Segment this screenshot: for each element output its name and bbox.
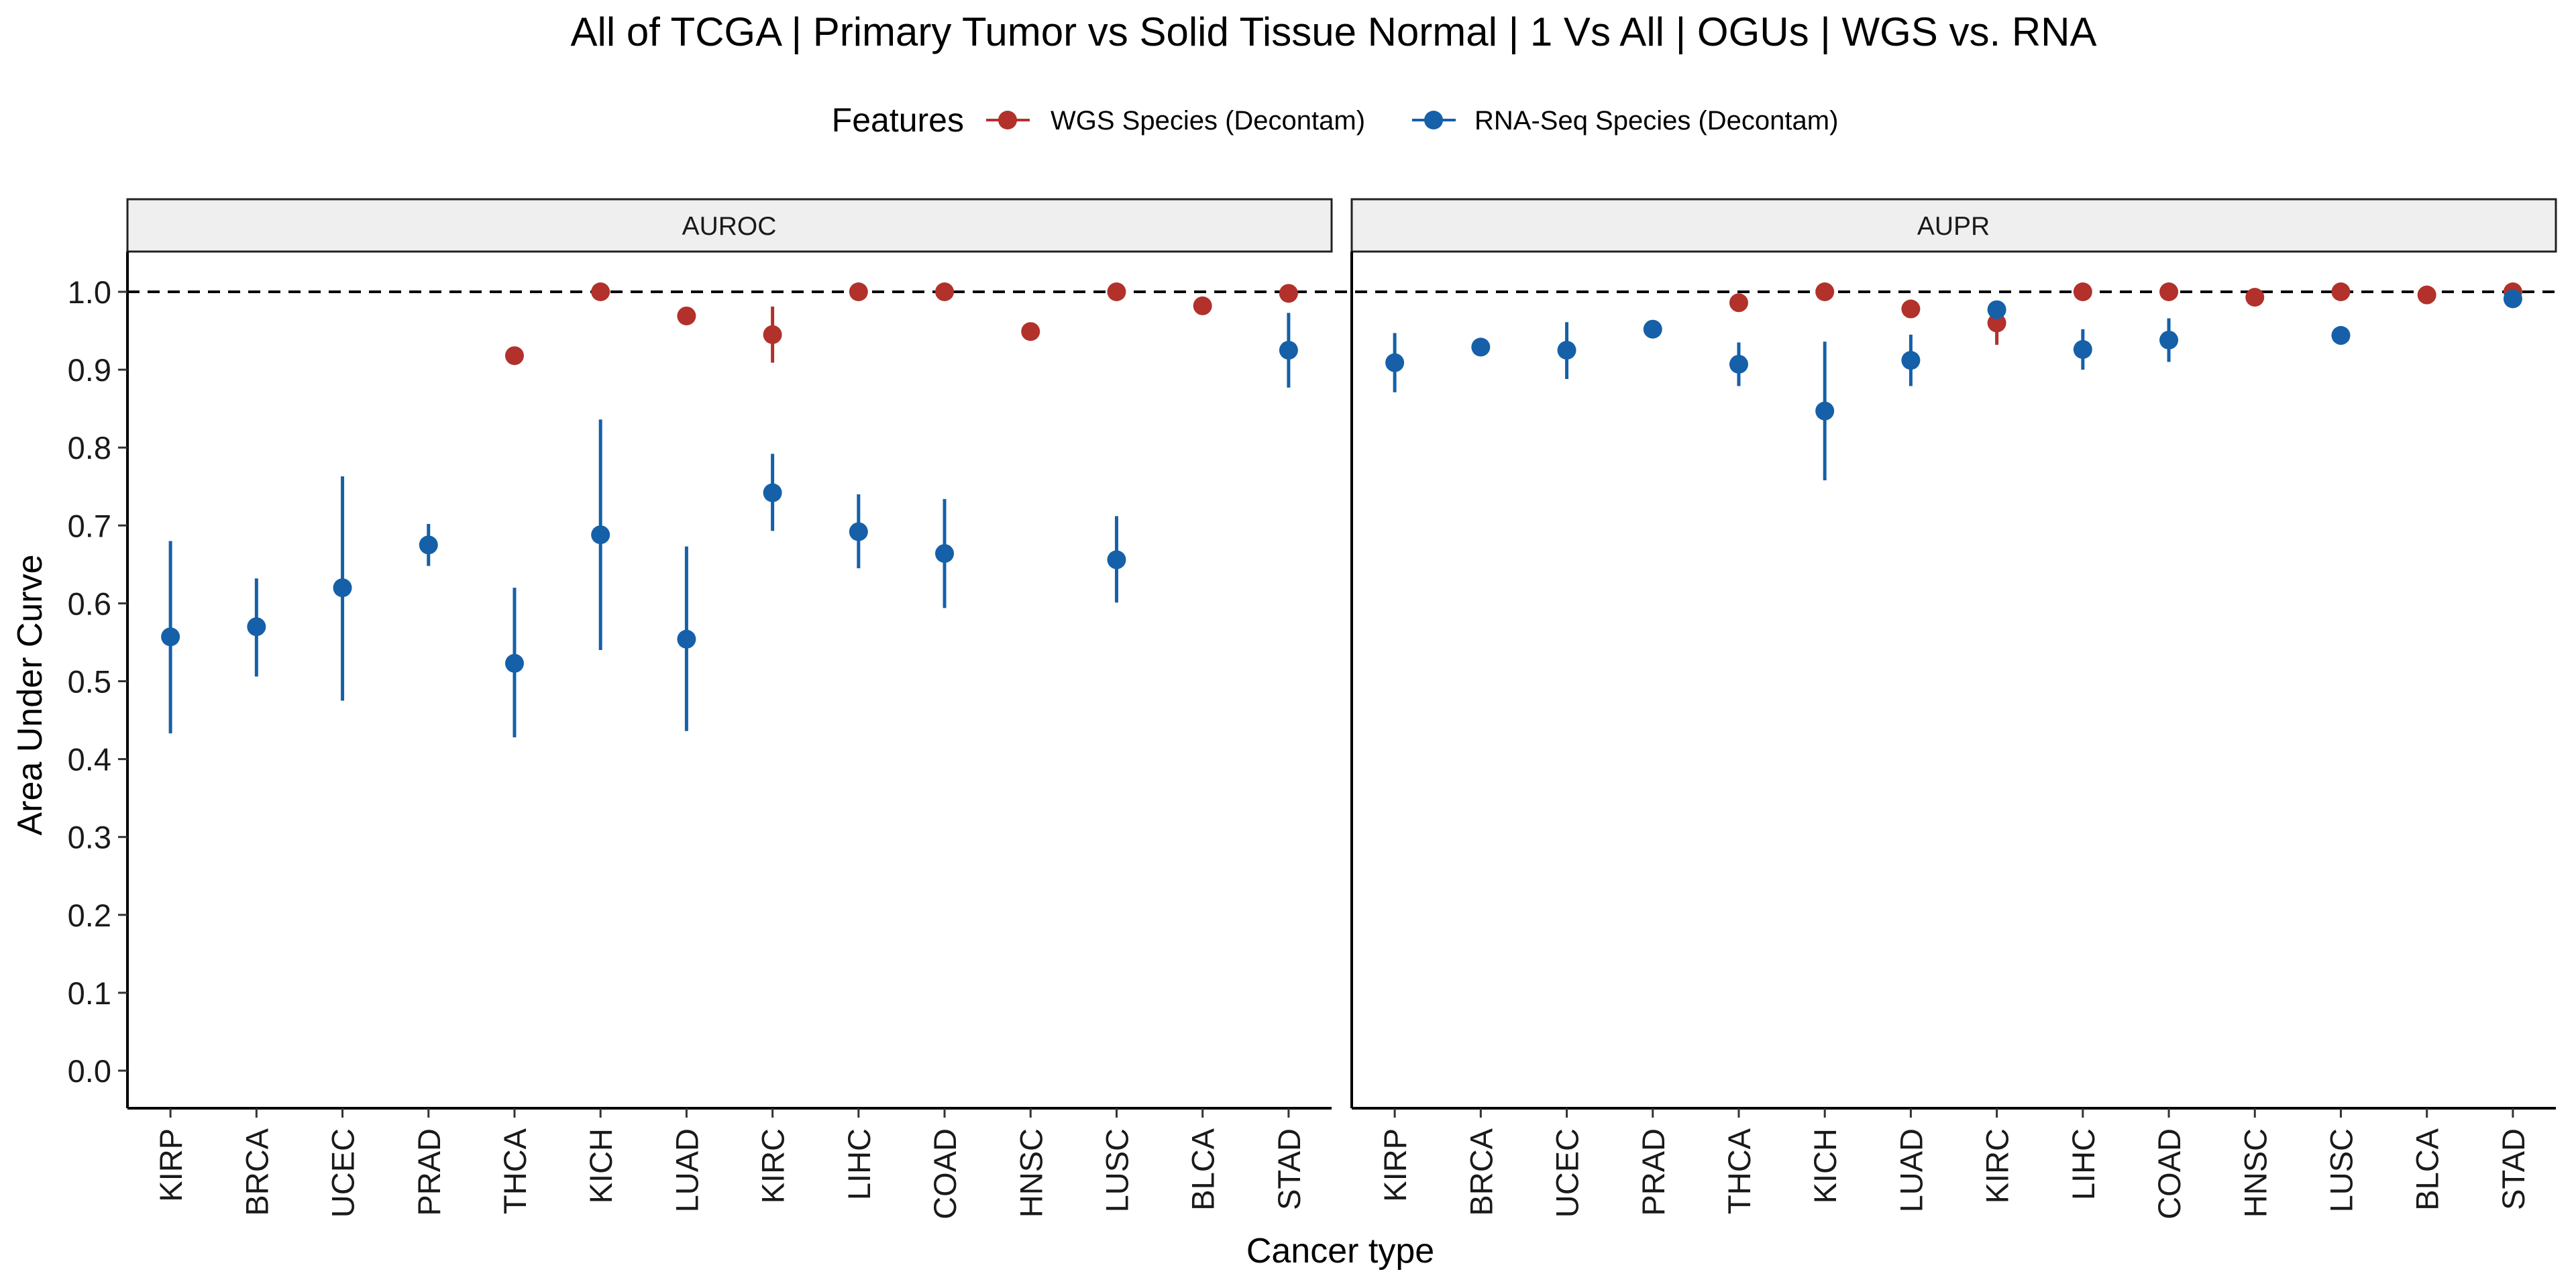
legend-label-wgs: WGS Species (Decontam) — [1051, 106, 1365, 136]
data-point-rna — [1901, 351, 1921, 370]
x-tick-label-aupr: THCA — [1721, 1128, 1757, 1214]
data-point-rna — [1471, 337, 1491, 357]
data-point-rna — [504, 653, 524, 673]
x-tick-label-auroc: BLCA — [1185, 1128, 1221, 1210]
data-point-rna — [677, 629, 696, 649]
data-point-rna — [2073, 339, 2092, 359]
legend: Features WGS Species (Decontam) RNA-Seq … — [832, 101, 1839, 139]
data-point-wgs — [2073, 282, 2092, 301]
data-point-wgs — [2245, 288, 2265, 307]
legend-key-point-wgs — [998, 111, 1017, 129]
y-tick-label: 0.3 — [68, 820, 111, 855]
x-tick-label-auroc: KIRC — [755, 1128, 791, 1203]
x-tick-label-auroc: KICH — [583, 1128, 619, 1203]
data-point-rna — [1643, 319, 1662, 339]
x-tick-label-aupr: LIHC — [2065, 1128, 2101, 1200]
data-point-rna — [1385, 353, 1405, 372]
data-point-rna — [849, 522, 868, 541]
y-tick-label: 0.5 — [68, 664, 111, 700]
x-tick-label-auroc: LIHC — [841, 1128, 877, 1200]
x-tick-label-auroc: BRCA — [239, 1128, 274, 1216]
x-tick-label-aupr: COAD — [2151, 1128, 2187, 1220]
data-point-rna — [161, 627, 180, 647]
x-tick-label-aupr: LUSC — [2323, 1128, 2359, 1212]
y-tick-label: 0.2 — [68, 898, 111, 933]
legend-key-point-rna — [1424, 111, 1443, 129]
x-tick-label-aupr: KICH — [1807, 1128, 1843, 1203]
x-axis-label: Cancer type — [1246, 1232, 1434, 1271]
x-tick-label-aupr: UCEC — [1550, 1128, 1585, 1218]
chart-title: All of TCGA | Primary Tumor vs Solid Tis… — [570, 9, 2096, 54]
data-point-rna — [419, 535, 438, 555]
x-tick-label-aupr: BLCA — [2410, 1128, 2445, 1210]
data-point-rna — [2331, 326, 2351, 345]
x-tick-label-aupr: PRAD — [1635, 1128, 1671, 1216]
strip-label-aupr: AUPR — [1917, 212, 1990, 241]
data-point-rna — [1279, 341, 1298, 360]
data-point-wgs — [1107, 282, 1126, 301]
y-tick-label: 0.1 — [68, 975, 111, 1011]
y-tick-label: 0.0 — [68, 1053, 111, 1089]
x-tick-label-aupr: KIRC — [1980, 1128, 2015, 1203]
strip-label-auroc: AUROC — [682, 212, 777, 241]
y-tick-label: 0.6 — [68, 586, 111, 621]
data-point-rna — [2159, 330, 2179, 350]
panel-aupr: AUPR — [1350, 198, 2557, 253]
y-tick-label: 1.0 — [68, 274, 111, 310]
x-tick-label-auroc: STAD — [1271, 1128, 1307, 1210]
strip-auroc — [126, 198, 1333, 253]
data-point-rna — [1107, 550, 1126, 570]
data-point-rna — [591, 525, 610, 545]
x-tick-label-auroc: COAD — [927, 1128, 963, 1220]
x-tick-label-auroc: LUSC — [1099, 1128, 1134, 1212]
data-point-rna — [1815, 401, 1835, 421]
x-tick-label-aupr: STAD — [2496, 1128, 2531, 1210]
data-point-rna — [2503, 289, 2522, 309]
y-axis-label: Area Under Curve — [11, 554, 50, 835]
data-point-wgs — [1815, 282, 1835, 301]
data-point-rna — [1987, 300, 2006, 319]
y-tick-label: 0.8 — [68, 430, 111, 466]
x-tick-label-auroc: LUAD — [669, 1128, 704, 1212]
x-tick-label-auroc: KIRP — [153, 1128, 189, 1202]
data-point-wgs — [2331, 282, 2351, 301]
x-tick-label-aupr: BRCA — [1463, 1128, 1499, 1216]
data-point-wgs — [849, 282, 868, 301]
x-tick-label-auroc: THCA — [497, 1128, 533, 1214]
data-point-wgs — [1279, 284, 1298, 303]
data-point-wgs — [1021, 322, 1040, 341]
data-point-wgs — [1901, 299, 1921, 319]
data-point-wgs — [504, 346, 524, 366]
data-point-rna — [333, 578, 352, 598]
data-point-wgs — [763, 325, 782, 344]
data-point-rna — [763, 483, 782, 502]
data-point-wgs — [1987, 313, 2006, 333]
x-tick-label-aupr: HNSC — [2237, 1128, 2273, 1218]
data-point-wgs — [1193, 296, 1212, 315]
x-tick-label-auroc: PRAD — [411, 1128, 447, 1216]
data-point-rna — [247, 617, 266, 637]
data-point-wgs — [677, 306, 696, 325]
data-point-wgs — [2417, 285, 2436, 305]
legend-title: Features — [832, 101, 964, 139]
y-tick-label: 0.9 — [68, 352, 111, 388]
data-point-wgs — [591, 282, 610, 301]
data-point-wgs — [2159, 282, 2179, 301]
data-point-wgs — [1729, 293, 1748, 313]
panel-auroc: AUROC — [126, 198, 1333, 253]
legend-label-rna: RNA-Seq Species (Decontam) — [1474, 106, 1838, 136]
y-tick-label: 0.4 — [68, 742, 111, 777]
data-point-wgs — [935, 282, 955, 301]
data-point-rna — [1729, 354, 1748, 374]
x-tick-label-aupr: LUAD — [1893, 1128, 1929, 1212]
strip-aupr — [1350, 198, 2557, 253]
data-point-rna — [1557, 341, 1576, 360]
x-tick-label-aupr: KIRP — [1377, 1128, 1413, 1202]
x-tick-label-auroc: UCEC — [325, 1128, 361, 1218]
x-tick-label-auroc: HNSC — [1013, 1128, 1049, 1218]
data-point-rna — [935, 544, 955, 564]
y-tick-label: 0.7 — [68, 508, 111, 543]
plot-marks: KIRP BRCA UCEC PRAD THCA KICH LUAD KIRC LIHC COAD… — [68, 252, 2556, 1220]
